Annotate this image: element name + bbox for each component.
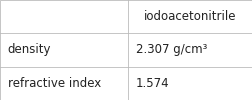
Text: 2.307 g/cm³: 2.307 g/cm³ [136, 44, 207, 56]
Text: refractive index: refractive index [8, 77, 101, 90]
Text: 1.574: 1.574 [136, 77, 169, 90]
Text: density: density [8, 44, 51, 56]
Text: iodoacetonitrile: iodoacetonitrile [144, 10, 236, 23]
